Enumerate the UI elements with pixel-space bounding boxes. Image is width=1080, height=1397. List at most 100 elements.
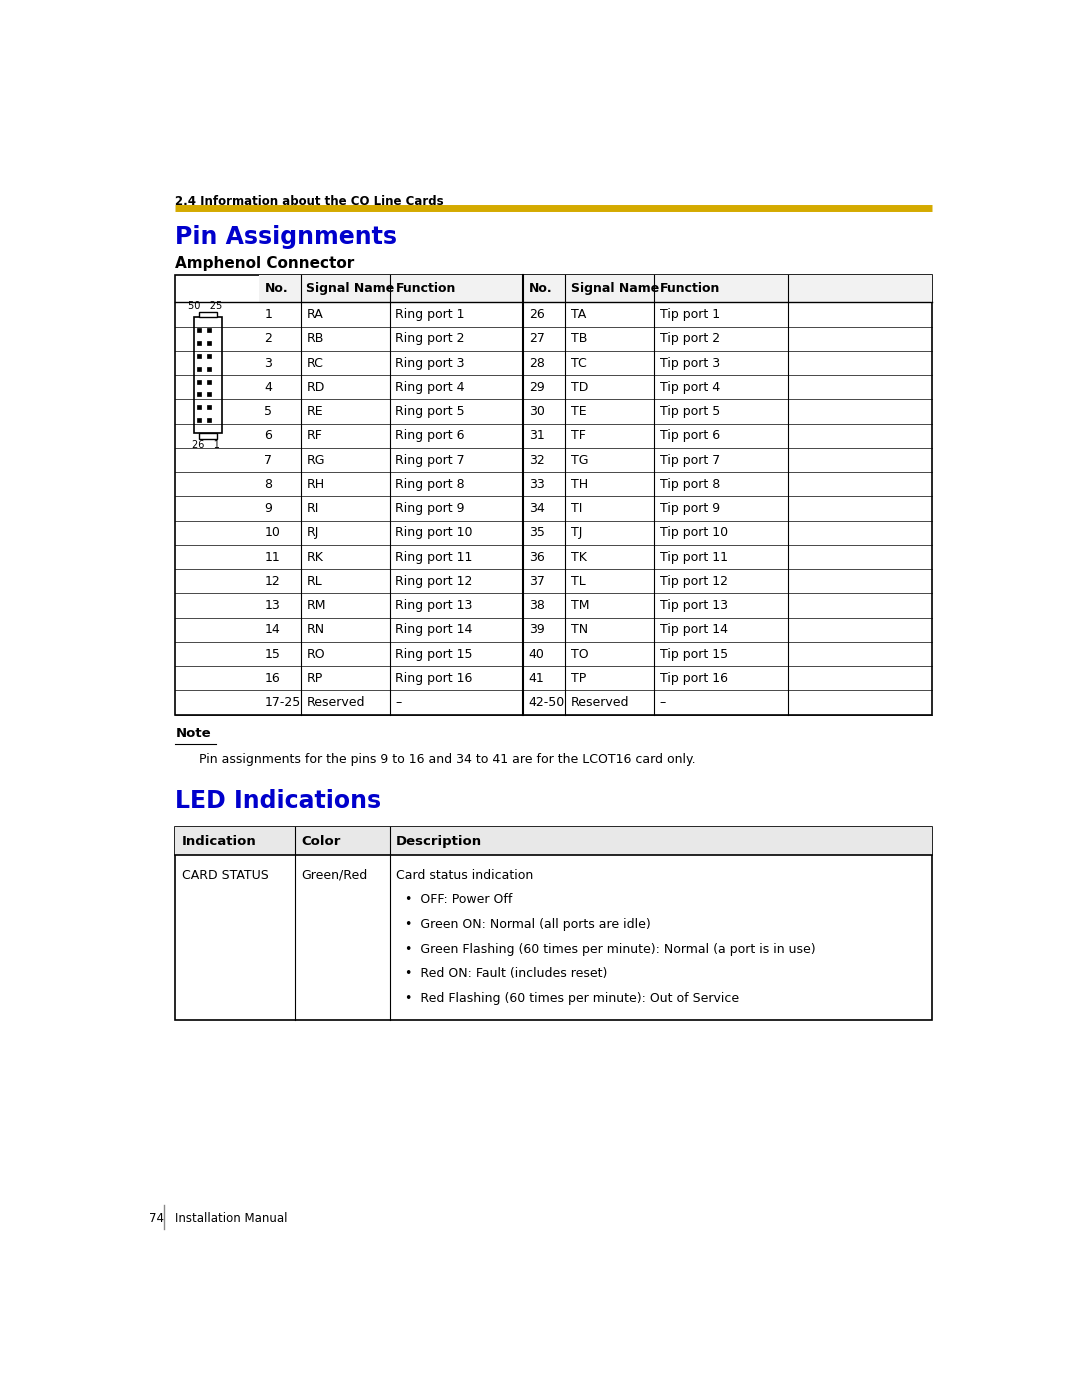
Text: Tip port 5: Tip port 5 (660, 405, 720, 418)
Text: 74: 74 (149, 1213, 164, 1225)
Text: 3: 3 (265, 356, 272, 370)
Bar (194, 317, 221, 433)
Text: Signal Name: Signal Name (570, 282, 659, 295)
Text: LED Indications: LED Indications (175, 789, 381, 813)
Text: •  Red Flashing (60 times per minute): Out of Service: • Red Flashing (60 times per minute): Ou… (405, 992, 740, 1004)
Text: TG: TG (570, 454, 588, 467)
Text: •  Red ON: Fault (includes reset): • Red ON: Fault (includes reset) (405, 967, 608, 981)
Text: TD: TD (570, 381, 588, 394)
Text: 27: 27 (529, 332, 544, 345)
Text: Ring port 2: Ring port 2 (395, 332, 464, 345)
Text: Tip port 11: Tip port 11 (660, 550, 728, 563)
Text: Ring port 3: Ring port 3 (395, 356, 464, 370)
Text: Ring port 15: Ring port 15 (395, 648, 473, 661)
Bar (199, 433, 217, 439)
Text: Pin assignments for the pins 9 to 16 and 34 to 41 are for the LCOT16 card only.: Pin assignments for the pins 9 to 16 and… (199, 753, 696, 766)
Bar (175, 275, 932, 715)
Text: 12: 12 (265, 574, 280, 588)
Text: Description: Description (396, 834, 483, 848)
Text: Tip port 15: Tip port 15 (660, 648, 728, 661)
Text: TI: TI (570, 502, 582, 515)
Text: RM: RM (307, 599, 326, 612)
Text: 34: 34 (529, 502, 544, 515)
Text: 41: 41 (529, 672, 544, 685)
Text: 29: 29 (529, 381, 544, 394)
Text: Tip port 10: Tip port 10 (660, 527, 728, 539)
Text: 37: 37 (529, 574, 544, 588)
Text: 2.4 Information about the CO Line Cards: 2.4 Information about the CO Line Cards (175, 194, 444, 208)
Text: 30: 30 (529, 405, 544, 418)
Text: Ring port 8: Ring port 8 (395, 478, 465, 490)
Text: RK: RK (307, 550, 323, 563)
Text: Installation Manual: Installation Manual (175, 1213, 287, 1225)
Text: •  Green ON: Normal (all ports are idle): • Green ON: Normal (all ports are idle) (405, 918, 651, 930)
Text: Green/Red: Green/Red (301, 869, 368, 882)
Text: Signal Name: Signal Name (307, 282, 394, 295)
Text: 14: 14 (265, 623, 280, 636)
Text: Tip port 6: Tip port 6 (660, 429, 719, 443)
Text: Indication: Indication (181, 834, 256, 848)
Text: Tip port 1: Tip port 1 (660, 307, 719, 321)
Text: Function: Function (660, 282, 720, 295)
Text: Function: Function (395, 282, 456, 295)
Text: Tip port 13: Tip port 13 (660, 599, 728, 612)
Text: –: – (395, 696, 402, 710)
Text: TP: TP (570, 672, 585, 685)
Text: 15: 15 (265, 648, 281, 661)
Text: RF: RF (307, 429, 322, 443)
Text: Ring port 7: Ring port 7 (395, 454, 465, 467)
Text: Tip port 4: Tip port 4 (660, 381, 719, 394)
Text: •  Green Flashing (60 times per minute): Normal (a port is in use): • Green Flashing (60 times per minute): … (405, 943, 816, 956)
Text: 26   1: 26 1 (191, 440, 219, 450)
Bar (175, 827, 932, 855)
Text: 2: 2 (265, 332, 272, 345)
Text: Ring port 4: Ring port 4 (395, 381, 464, 394)
Text: Tip port 14: Tip port 14 (660, 623, 728, 636)
Text: 31: 31 (529, 429, 544, 443)
Text: RL: RL (307, 574, 322, 588)
Text: Ring port 1: Ring port 1 (395, 307, 464, 321)
Text: TO: TO (570, 648, 589, 661)
Text: Ring port 5: Ring port 5 (395, 405, 465, 418)
Text: 9: 9 (265, 502, 272, 515)
Text: TC: TC (570, 356, 586, 370)
Text: 35: 35 (529, 527, 544, 539)
Text: Ring port 13: Ring port 13 (395, 599, 473, 612)
Text: No.: No. (529, 282, 552, 295)
Text: TE: TE (570, 405, 586, 418)
Text: Tip port 16: Tip port 16 (660, 672, 728, 685)
Text: Ring port 11: Ring port 11 (395, 550, 473, 563)
Text: RD: RD (307, 381, 325, 394)
Text: Ring port 12: Ring port 12 (395, 574, 473, 588)
Text: Tip port 3: Tip port 3 (660, 356, 719, 370)
Text: Reserved: Reserved (307, 696, 365, 710)
Bar (259, 275, 932, 302)
Text: 10: 10 (265, 527, 281, 539)
Text: CARD STATUS: CARD STATUS (181, 869, 268, 882)
Text: Ring port 10: Ring port 10 (395, 527, 473, 539)
Text: 28: 28 (529, 356, 544, 370)
Text: RI: RI (307, 502, 319, 515)
Text: –: – (660, 696, 666, 710)
Text: RN: RN (307, 623, 324, 636)
Text: 50   25: 50 25 (188, 300, 222, 310)
Text: 7: 7 (265, 454, 272, 467)
Text: RA: RA (307, 307, 323, 321)
Text: TM: TM (570, 599, 589, 612)
Text: 39: 39 (529, 623, 544, 636)
Text: 38: 38 (529, 599, 544, 612)
Text: RE: RE (307, 405, 323, 418)
Text: TK: TK (570, 550, 586, 563)
Text: Card status indication: Card status indication (396, 869, 534, 882)
Text: RC: RC (307, 356, 323, 370)
Text: 33: 33 (529, 478, 544, 490)
Text: 1: 1 (265, 307, 272, 321)
Text: TJ: TJ (570, 527, 582, 539)
Text: Note: Note (175, 726, 211, 740)
Text: RG: RG (307, 454, 325, 467)
Text: RB: RB (307, 332, 324, 345)
Text: Color: Color (301, 834, 341, 848)
Text: RP: RP (307, 672, 323, 685)
Text: 6: 6 (265, 429, 272, 443)
Text: 40: 40 (529, 648, 544, 661)
